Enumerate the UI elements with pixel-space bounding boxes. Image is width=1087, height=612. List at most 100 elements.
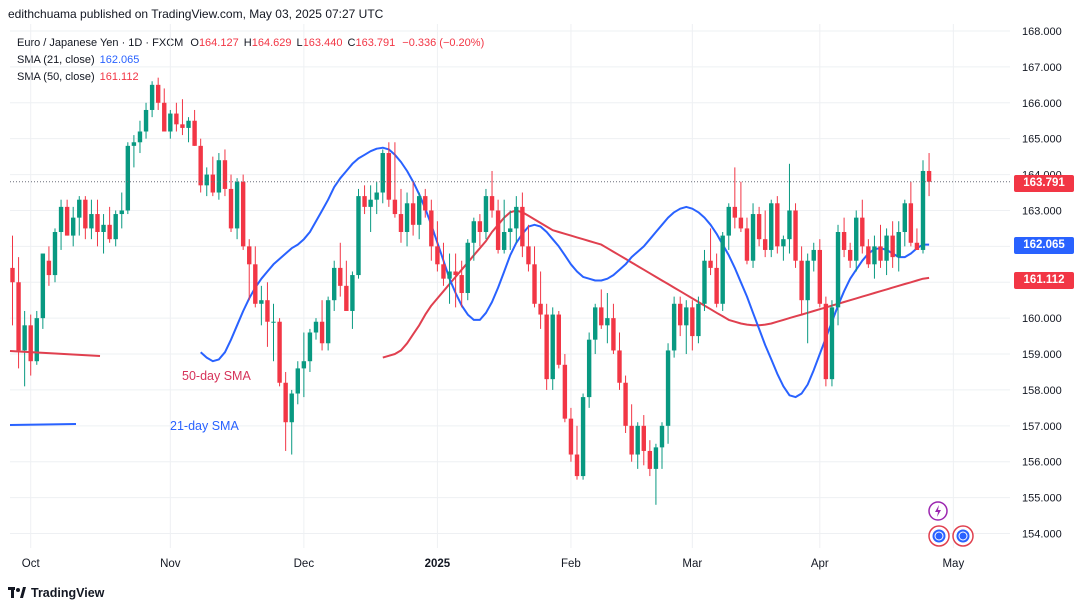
candle[interactable] (89, 199, 94, 240)
legend-sma21-row[interactable]: SMA (21, close) 162.065 (17, 52, 484, 69)
candle[interactable] (726, 203, 731, 250)
candle[interactable] (690, 300, 695, 351)
candle[interactable] (58, 199, 64, 250)
candle[interactable] (259, 285, 264, 326)
candle[interactable] (696, 296, 701, 344)
candle[interactable] (599, 289, 604, 329)
candle[interactable] (113, 210, 118, 247)
candle[interactable] (131, 135, 137, 168)
candle[interactable] (902, 199, 907, 247)
candle[interactable] (841, 217, 847, 258)
candle[interactable] (356, 188, 361, 279)
candle[interactable] (350, 271, 355, 329)
candle[interactable] (398, 188, 404, 243)
candle[interactable] (501, 199, 507, 254)
candle[interactable] (338, 242, 343, 297)
candle[interactable] (22, 310, 27, 387)
candle[interactable] (574, 425, 580, 480)
candle[interactable] (325, 296, 331, 351)
candle[interactable] (228, 174, 234, 232)
candle[interactable] (313, 318, 319, 340)
candle[interactable] (204, 167, 209, 197)
candle[interactable] (429, 199, 434, 261)
candle[interactable] (829, 300, 835, 387)
candle[interactable] (762, 210, 768, 258)
candle[interactable] (514, 196, 519, 243)
candle[interactable] (750, 203, 756, 268)
candle[interactable] (125, 142, 131, 215)
candle[interactable] (538, 271, 543, 329)
candle[interactable] (410, 181, 416, 236)
candle[interactable] (253, 246, 258, 308)
candle[interactable] (465, 239, 470, 301)
candle[interactable] (489, 170, 495, 218)
candle[interactable] (234, 178, 240, 240)
candle[interactable] (149, 81, 155, 118)
candle[interactable] (28, 314, 33, 376)
candle[interactable] (623, 375, 628, 433)
candle[interactable] (271, 303, 276, 362)
candle[interactable] (283, 371, 288, 451)
candle[interactable] (653, 443, 659, 505)
candle[interactable] (344, 260, 349, 311)
candle[interactable] (240, 174, 246, 250)
candle[interactable] (878, 224, 883, 268)
candle[interactable] (374, 181, 379, 215)
candle[interactable] (671, 296, 677, 358)
candle[interactable] (216, 153, 222, 200)
candle[interactable] (605, 293, 610, 344)
candle[interactable] (483, 188, 489, 240)
candle[interactable] (908, 181, 914, 247)
candle[interactable] (508, 210, 513, 250)
candle[interactable] (180, 99, 185, 136)
candle[interactable] (611, 303, 616, 355)
candle[interactable] (854, 210, 859, 272)
candle[interactable] (40, 253, 46, 329)
candle[interactable] (659, 422, 665, 469)
candle[interactable] (884, 228, 889, 276)
candle[interactable] (459, 260, 464, 308)
candle[interactable] (222, 149, 228, 197)
candle[interactable] (71, 206, 76, 247)
candle[interactable] (119, 192, 124, 229)
candle[interactable] (793, 203, 798, 268)
candle[interactable] (550, 307, 555, 390)
candle[interactable] (77, 196, 82, 236)
candle[interactable] (95, 199, 100, 247)
candle[interactable] (860, 199, 865, 254)
candle[interactable] (732, 167, 738, 229)
candle[interactable] (641, 415, 646, 466)
candle[interactable] (495, 199, 501, 254)
candle[interactable] (319, 300, 325, 351)
candle[interactable] (835, 224, 841, 326)
candle[interactable] (83, 196, 88, 240)
candle[interactable] (580, 393, 586, 480)
tradingview-footer[interactable]: TradingView (8, 586, 104, 600)
candle[interactable] (532, 246, 537, 308)
candle[interactable] (926, 153, 932, 197)
candle[interactable] (756, 206, 762, 247)
candle[interactable] (155, 77, 161, 110)
candle[interactable] (107, 206, 112, 243)
candle[interactable] (265, 282, 270, 347)
candle[interactable] (586, 332, 592, 408)
candle[interactable] (435, 221, 440, 272)
candle[interactable] (162, 88, 167, 132)
legend-symbol-row[interactable]: Euro / Japanese Yen · 1D · FXCM O164.127… (17, 35, 484, 52)
candle[interactable] (277, 318, 282, 387)
candle[interactable] (702, 249, 707, 311)
candle[interactable] (920, 160, 926, 254)
candle[interactable] (101, 214, 106, 254)
candle[interactable] (635, 422, 640, 469)
candle[interactable] (562, 354, 568, 423)
candle[interactable] (386, 142, 392, 207)
candle[interactable] (823, 296, 829, 387)
candle[interactable] (192, 109, 197, 146)
candle[interactable] (817, 239, 823, 308)
candle[interactable] (10, 235, 15, 326)
candle[interactable] (708, 228, 713, 276)
lightning-icon[interactable] (928, 501, 948, 521)
candle[interactable] (847, 242, 853, 268)
candle[interactable] (684, 300, 689, 355)
